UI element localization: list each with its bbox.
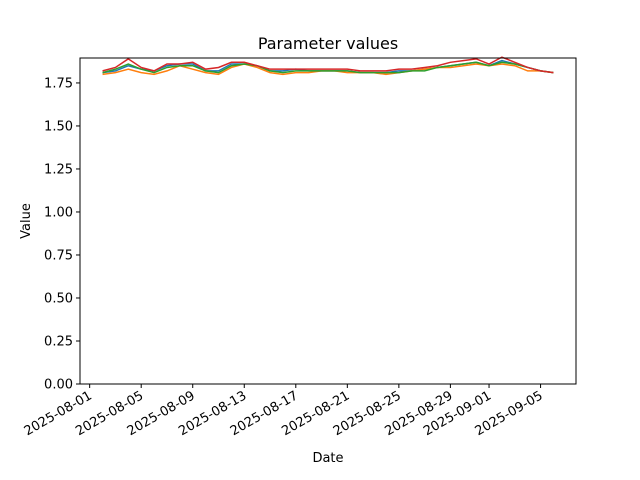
- y-tick-label: 0.00: [44, 378, 73, 393]
- chart-title: Parameter values: [258, 34, 398, 53]
- y-axis-label: Value: [19, 203, 34, 239]
- series-line: [102, 56, 554, 74]
- y-tick-label: 1.25: [44, 162, 73, 177]
- y-tick-label: 1.75: [44, 76, 73, 91]
- y-tick-label: 1.00: [44, 205, 73, 220]
- series-line: [102, 61, 554, 74]
- y-tick-label: 0.50: [44, 291, 73, 306]
- axes-frame: [79, 57, 577, 385]
- y-tick-label: 1.50: [44, 119, 73, 134]
- y-tick-label: 0.75: [44, 248, 73, 263]
- x-axis-label: Date: [312, 451, 343, 466]
- y-tick-label: 0.25: [44, 334, 73, 349]
